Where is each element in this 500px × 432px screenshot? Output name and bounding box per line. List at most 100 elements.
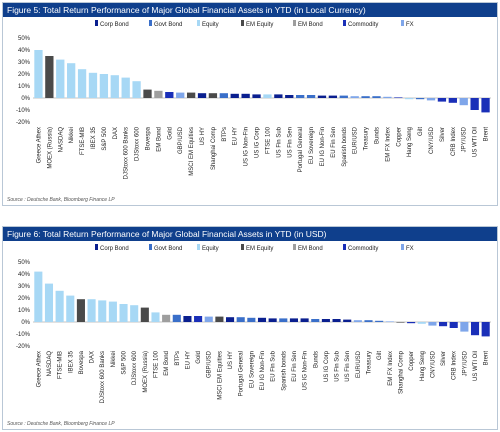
bar-em-fx-index [385, 321, 394, 322]
bar-ibex-35 [88, 72, 98, 98]
bar-us-ig-corp [321, 319, 330, 322]
y-tick-label: 0% [21, 96, 30, 102]
x-tick-label-us-ig-corp: US IG Corp [255, 126, 261, 158]
bar-ftse-mib [55, 290, 64, 322]
bar-bovespa [143, 89, 152, 98]
x-tick-label-em-bond: EM Bond [156, 127, 162, 152]
x-tick-label-nasdaq: NASDAQ [47, 351, 53, 377]
bar-eur-usd [353, 320, 362, 322]
x-tick-label-ftse-100: FTSE 100 [153, 350, 159, 378]
x-tick-label-em-fx-index: EM FX Index [385, 127, 391, 162]
bar-us-hy [197, 93, 207, 98]
bar-portugal-general [296, 95, 305, 98]
bar-hang-seng [405, 98, 414, 100]
legend-label-em-equity: EM Equity [246, 246, 273, 252]
legend-swatch-commodity [343, 20, 346, 26]
figure-6-title: Figure 6: Total Return Performance of Ma… [3, 227, 497, 241]
y-tick-label: 50% [18, 36, 31, 42]
x-tick-label-nasdaq: NASDAQ [58, 127, 64, 153]
legend-label-em-bond: EM Bond [298, 246, 323, 252]
legend-label-commodity: Commodity [348, 22, 378, 28]
y-tick-label: 20% [18, 296, 31, 302]
bar-bunds [372, 96, 381, 98]
x-tick-label-us-ig-non-fin: US IG Non-Fin [244, 127, 250, 166]
x-tick-label-shanghai-comp: Shanghai Comp [211, 126, 217, 170]
y-tick-label: 30% [18, 60, 31, 66]
x-tick-label-eu-hy: EU HY [233, 127, 239, 145]
bar-moex-russia [45, 56, 54, 98]
bar-moex-russia [140, 307, 149, 322]
bar-copper [394, 97, 403, 98]
bar-btps [172, 314, 181, 322]
x-tick-label-gbp-usd: GBP/USD [207, 350, 213, 378]
x-tick-label-em-bond: EM Bond [164, 351, 170, 376]
x-tick-label-bunds: Bunds [375, 127, 381, 144]
x-tick-label-cny-usd: CNY/USD [430, 350, 436, 378]
x-tick-label-eu-sovereign: EU Sovereign [249, 351, 255, 388]
bar-djstoxx-600 [130, 305, 139, 322]
y-tick-label: -10% [16, 332, 31, 338]
legend-swatch-em-equity [241, 20, 244, 26]
x-tick-label-eu-ig-non-fin: EU IG Non-Fin [260, 351, 266, 390]
x-tick-label-jpy-usd: JPY/USD [462, 126, 468, 152]
bar-hang-seng [417, 322, 426, 324]
bar-crb-index [449, 322, 458, 328]
legend-label-fx: FX [406, 22, 414, 28]
bar-us-fin-sen [285, 95, 294, 98]
y-tick-label: 30% [18, 284, 31, 290]
bar-treasury [361, 96, 370, 98]
legend-swatch-fx [401, 20, 404, 26]
x-tick-label-eu-fin-sen: EU Fin Sen [331, 127, 337, 158]
x-tick-label-gbp-usd: GBP/USD [178, 126, 184, 154]
bar-us-wti-oil [470, 322, 480, 336]
legend-swatch-em-equity [241, 244, 244, 250]
bar-nikkei [108, 301, 117, 322]
y-tick-label: -20% [16, 344, 31, 350]
bar-ibex-35 [66, 295, 75, 322]
x-tick-label-eur-usd: EUR/USD [356, 350, 362, 378]
x-tick-label-ftse-mib: FTSE-MIB [80, 127, 86, 155]
x-tick-label-brent: Brent [484, 127, 490, 142]
x-tick-label-s-p-500: S&P 500 [122, 350, 128, 374]
bar-gilt [415, 98, 425, 100]
bar-eu-fin-sen [289, 318, 298, 322]
bar-dax [87, 299, 96, 322]
x-tick-label-bovespa: Bovespa [146, 126, 152, 150]
x-tick-label-nikkei: Nikkei [69, 127, 75, 143]
x-tick-label-ibex-35: IBEX 35 [68, 350, 74, 373]
legend-swatch-equity [197, 20, 200, 26]
bar-brent [481, 98, 490, 113]
bar-ftse-100 [263, 94, 272, 98]
x-tick-label-nikkei: Nikkei [111, 351, 117, 367]
bar-btps [219, 93, 228, 98]
bar-nasdaq [44, 283, 54, 322]
x-tick-label-us-wti-oil: US WTI Oil [473, 351, 479, 381]
legend-label-commodity: Commodity [348, 246, 378, 252]
x-tick-label-msci-em-equities: MSCI EM Equities [217, 351, 223, 400]
bar-us-ig-corp [252, 94, 261, 98]
legend-swatch-corp-bond [95, 244, 98, 250]
bar-nikkei [67, 63, 76, 98]
x-tick-label-eu-hy: EU HY [185, 351, 191, 369]
legend-label-equity: Equity [202, 22, 219, 28]
x-tick-label-us-hy: US HY [200, 127, 206, 145]
x-tick-label-us-ig-non-fin: US IG Non-Fin [303, 351, 309, 390]
x-tick-label-eu-sovereign: EU Sovereign [309, 127, 315, 164]
bar-portugal-general [236, 317, 245, 322]
legend-swatch-em-bond [293, 20, 296, 26]
bar-us-fin-sen [343, 319, 352, 322]
x-tick-label-brent: Brent [484, 351, 490, 366]
x-tick-label-treasury: Treasury [364, 127, 370, 150]
bar-us-ig-non-fin [300, 318, 309, 322]
x-tick-label-copper: Copper [409, 351, 415, 371]
bar-em-bond [154, 90, 163, 98]
legend-swatch-govt-bond [149, 244, 152, 250]
legend-label-corp-bond: Corp Bond [100, 22, 129, 28]
bar-bunds [311, 319, 320, 322]
figure-5-panel: Figure 5: Total Return Performance of Ma… [2, 2, 498, 206]
bar-jpy-usd [460, 322, 469, 332]
bar-spanish-bonds [339, 95, 348, 98]
bar-eur-usd [350, 96, 359, 98]
x-tick-label-em-fx-index: EM FX Index [388, 351, 394, 386]
x-tick-label-us-fin-sub: US Fin Sub [335, 350, 341, 381]
